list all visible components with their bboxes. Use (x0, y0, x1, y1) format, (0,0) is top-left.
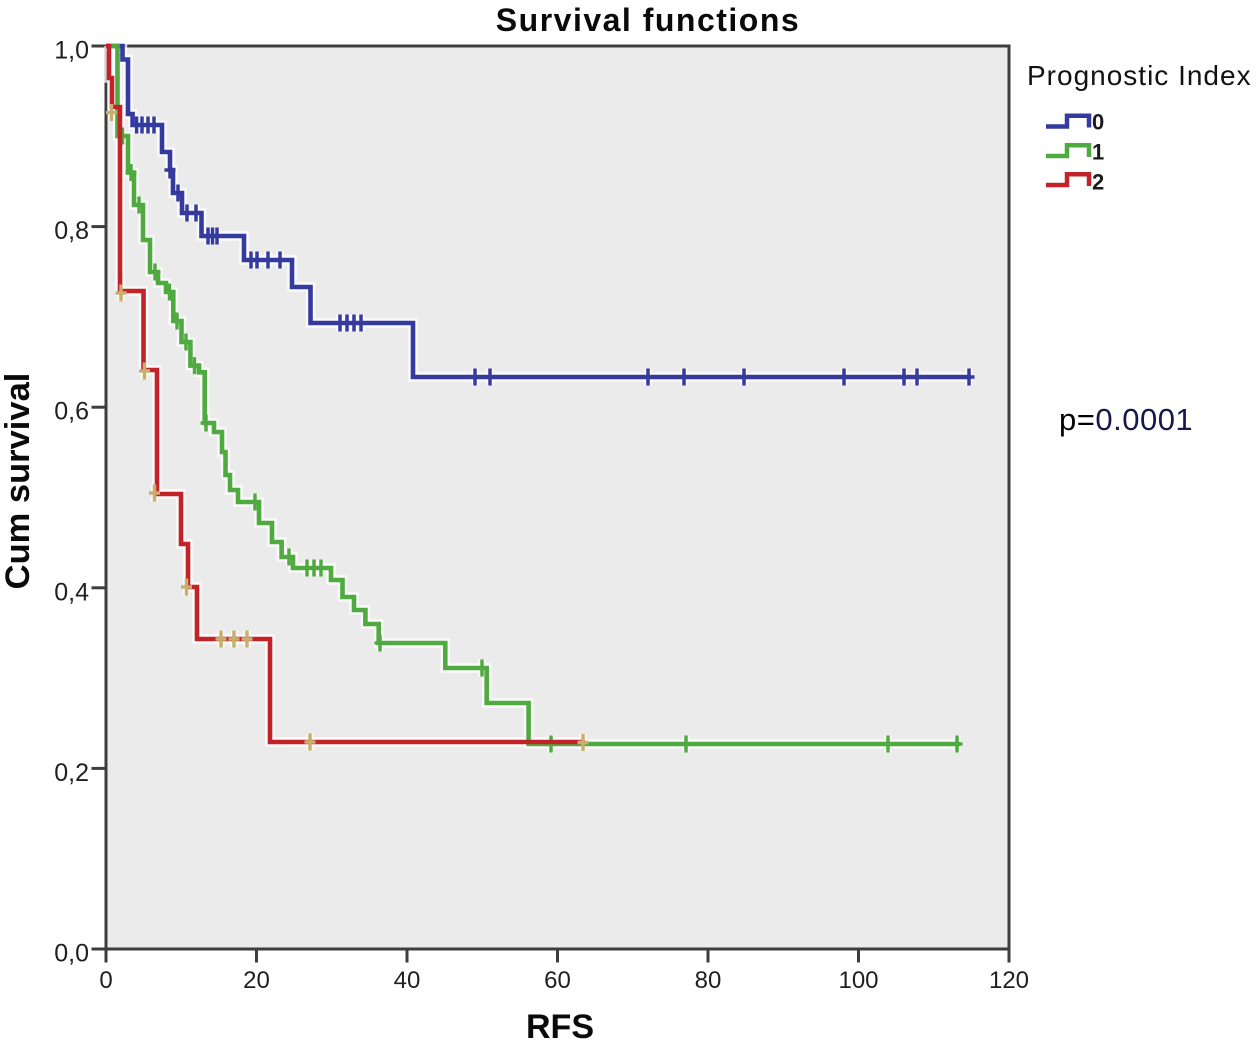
svg-text:120: 120 (989, 967, 1029, 994)
svg-text:0,0: 0,0 (54, 940, 89, 968)
svg-text:0: 0 (99, 967, 112, 994)
svg-text:1: 1 (1092, 140, 1104, 165)
svg-text:Cum survival: Cum survival (0, 373, 37, 590)
svg-text:80: 80 (695, 967, 722, 994)
svg-text:40: 40 (394, 967, 421, 994)
svg-text:Survival functions: Survival functions (496, 2, 800, 38)
svg-text:0,2: 0,2 (54, 759, 89, 787)
svg-text:0,8: 0,8 (54, 217, 89, 245)
svg-text:p=0.0001: p=0.0001 (1059, 402, 1193, 437)
svg-text:0: 0 (1092, 110, 1104, 135)
svg-text:60: 60 (544, 967, 571, 994)
svg-text:RFS: RFS (526, 1008, 594, 1046)
svg-text:100: 100 (838, 967, 878, 994)
svg-text:0,4: 0,4 (54, 578, 89, 606)
svg-text:20: 20 (243, 967, 270, 994)
svg-text:1,0: 1,0 (54, 37, 89, 65)
svg-text:0,6: 0,6 (54, 398, 89, 426)
svg-text:2: 2 (1092, 170, 1104, 195)
svg-text:Prognostic Index: Prognostic Index (1027, 60, 1252, 91)
